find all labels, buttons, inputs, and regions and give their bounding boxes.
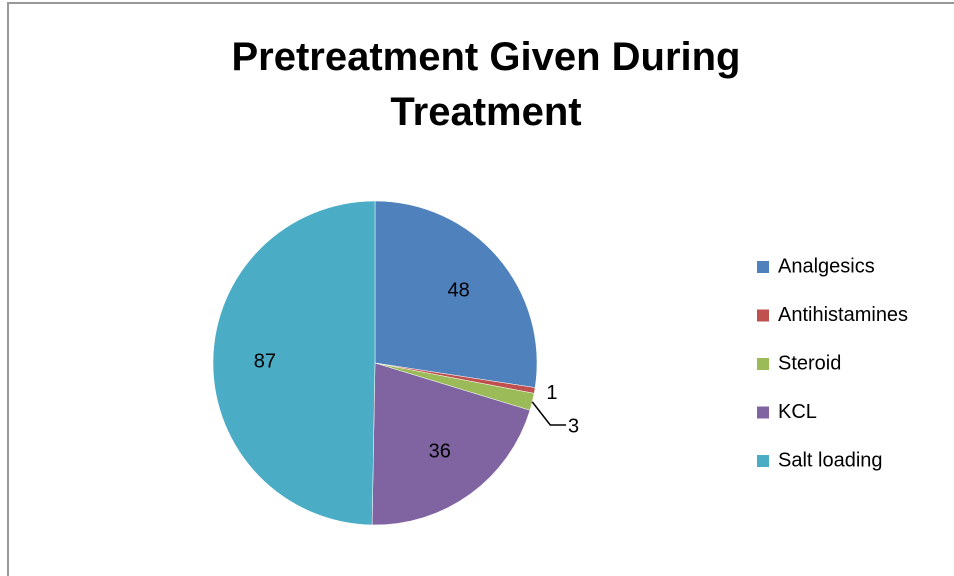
data-label: 1 (546, 382, 557, 404)
legend-swatch (757, 261, 769, 273)
legend-swatch (757, 455, 769, 467)
data-label: 87 (254, 350, 276, 372)
legend-label: Analgesics (778, 255, 875, 277)
legend-label: Steroid (778, 352, 841, 374)
data-label: 3 (568, 415, 579, 437)
leader-line (531, 401, 566, 426)
legend-swatch (757, 406, 769, 419)
legend-swatch (757, 309, 769, 322)
data-label: 48 (447, 280, 469, 302)
legend-swatch (757, 358, 769, 370)
chart-title: Pretreatment Given During Treatment (231, 35, 741, 134)
data-label: 36 (429, 440, 451, 462)
pie-slice (212, 200, 376, 526)
legend-label: Antihistamines (778, 304, 908, 326)
legend-label: KCL (778, 401, 817, 423)
legend-label: Salt loading (778, 449, 883, 471)
pie-slice (374, 200, 538, 388)
chart-border (7, 2, 954, 576)
pie-slice (371, 362, 531, 526)
